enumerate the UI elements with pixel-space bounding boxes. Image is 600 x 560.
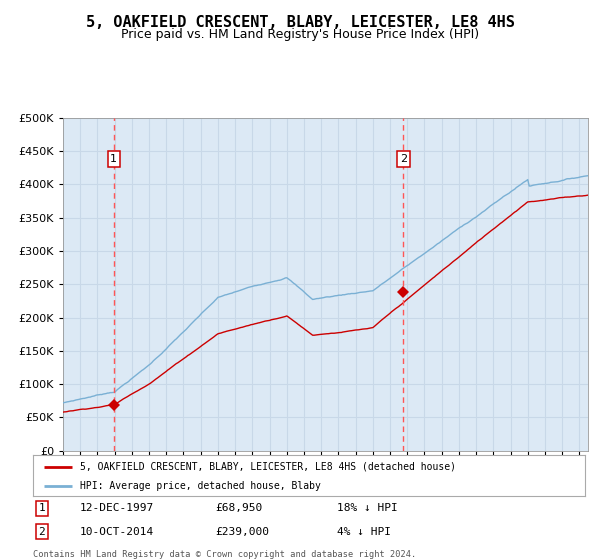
Text: 2: 2 bbox=[400, 154, 407, 164]
Text: 5, OAKFIELD CRESCENT, BLABY, LEICESTER, LE8 4HS (detached house): 5, OAKFIELD CRESCENT, BLABY, LEICESTER, … bbox=[80, 461, 456, 472]
Text: 12-DEC-1997: 12-DEC-1997 bbox=[80, 503, 154, 514]
Text: Contains HM Land Registry data © Crown copyright and database right 2024.
This d: Contains HM Land Registry data © Crown c… bbox=[33, 550, 416, 560]
Text: 1: 1 bbox=[38, 503, 45, 514]
Text: 1: 1 bbox=[110, 154, 117, 164]
Text: 5, OAKFIELD CRESCENT, BLABY, LEICESTER, LE8 4HS: 5, OAKFIELD CRESCENT, BLABY, LEICESTER, … bbox=[86, 15, 514, 30]
Text: HPI: Average price, detached house, Blaby: HPI: Average price, detached house, Blab… bbox=[80, 480, 321, 491]
Text: Price paid vs. HM Land Registry's House Price Index (HPI): Price paid vs. HM Land Registry's House … bbox=[121, 28, 479, 41]
Text: 10-OCT-2014: 10-OCT-2014 bbox=[80, 527, 154, 537]
Text: 2: 2 bbox=[38, 527, 45, 537]
Text: 18% ↓ HPI: 18% ↓ HPI bbox=[337, 503, 397, 514]
Text: 4% ↓ HPI: 4% ↓ HPI bbox=[337, 527, 391, 537]
Text: £68,950: £68,950 bbox=[215, 503, 262, 514]
Text: £239,000: £239,000 bbox=[215, 527, 269, 537]
